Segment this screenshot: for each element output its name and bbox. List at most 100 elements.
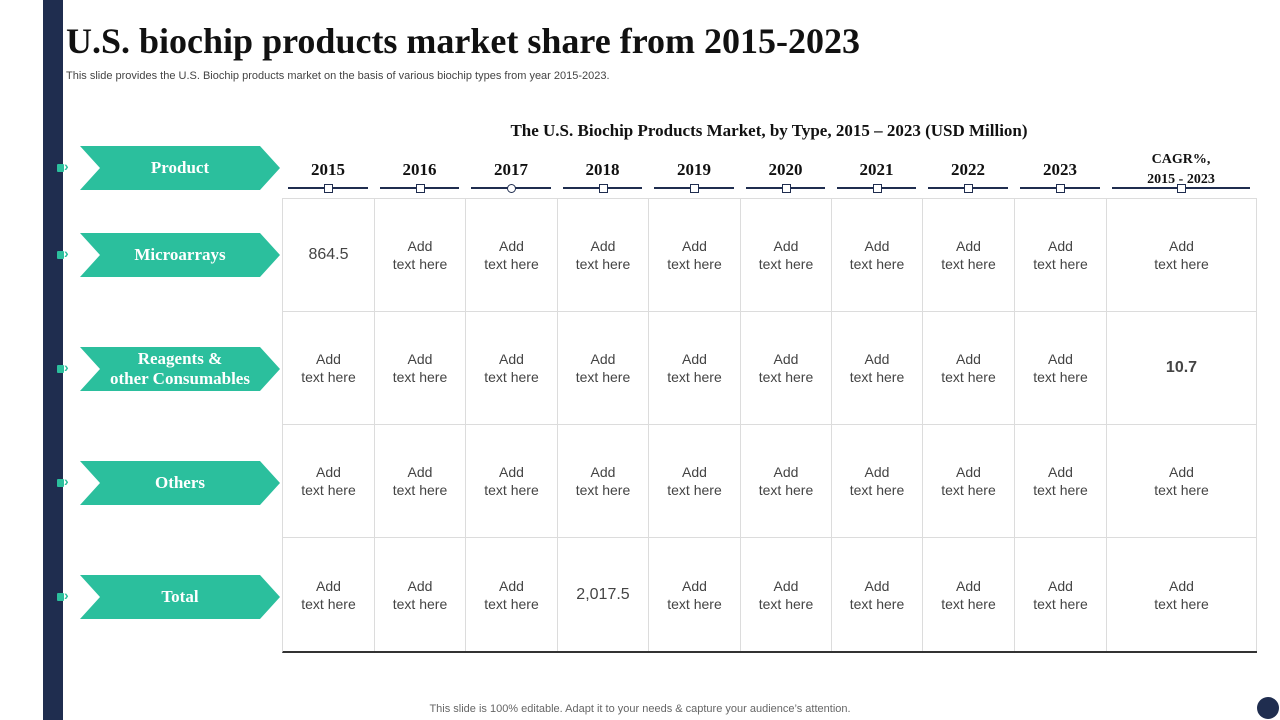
connector-icon: › [57, 245, 77, 262]
year-label: 2023 [1043, 160, 1077, 179]
data-table: 864.5 Add text here Add text here Add text … [282, 198, 1257, 653]
chevron-shape [80, 233, 280, 277]
header-marker-icon [415, 184, 425, 193]
footer-note: This slide is 100% editable. Adapt it to… [429, 703, 851, 715]
header-marker-icon [872, 184, 882, 193]
cagr-header-line1: CAGR%, [1151, 152, 1211, 167]
year-label: 2015 [311, 160, 345, 179]
year-header-2016: 2016 [380, 150, 459, 193]
table-cell: 10.7 [1107, 312, 1257, 425]
year-label: 2018 [585, 160, 620, 179]
table-cell: Add text here [375, 199, 466, 312]
table-title: The U.S. Biochip Products Market, by Typ… [510, 121, 1028, 140]
chevron-shape [80, 347, 280, 391]
table-cell: Add text here [649, 425, 741, 538]
table-row: Add text here Add text here Add text here A… [283, 425, 1257, 538]
table-cell: Add text here [1015, 538, 1107, 651]
table-cell: Add text here [923, 538, 1015, 651]
cagr-header-label: CAGR%, 2015 - 2023 [1112, 150, 1250, 190]
year-header-2022: 2022 [928, 150, 1008, 193]
row-label-3: Total [80, 575, 280, 619]
connector-square [57, 251, 64, 259]
row-label-text: Reagents & other Consumables [110, 349, 250, 388]
connector-square [57, 593, 64, 601]
table-cell: Add text here [466, 425, 558, 538]
table-cell: Add text here [832, 199, 923, 312]
connector-icon: › [57, 587, 77, 604]
year-header-2019: 2019 [654, 150, 734, 193]
table-cell: Add text here [741, 538, 832, 651]
chevron-shape [80, 461, 280, 505]
year-header-2020: 2020 [746, 150, 825, 193]
table-cell: Add text here [741, 425, 832, 538]
table-cell: Add text here [1107, 425, 1257, 538]
table-row: Add text here Add text here Add text here 2… [283, 538, 1257, 651]
table-cell: Add text here [1107, 199, 1257, 312]
connector-square [57, 479, 64, 487]
table-cell: Add text here [558, 425, 649, 538]
chevron-right-icon: › [64, 587, 69, 603]
table-row: 864.5 Add text here Add text here Add text … [283, 199, 1257, 312]
chevron-shape [80, 575, 280, 619]
table-cell: Add text here [649, 312, 741, 425]
year-header-2017: 2017 [471, 150, 551, 193]
chevron-right-icon: › [64, 158, 69, 174]
year-label: 2022 [951, 160, 985, 179]
row-label-1: Reagents & other Consumables [80, 347, 280, 391]
year-header-2015: 2015 [288, 150, 368, 193]
table-cell: Add text here [283, 312, 375, 425]
year-header-2023: 2023 [1020, 150, 1100, 193]
table-cell: Add text here [283, 538, 375, 651]
chevron-shape [80, 146, 280, 190]
table-cell: Add text here [375, 538, 466, 651]
header-marker-icon [1056, 184, 1065, 193]
table-cell: 864.5 [283, 199, 375, 312]
sidebar-bar [43, 0, 63, 720]
chevron-right-icon: › [64, 473, 69, 489]
table-cell: Add text here [466, 312, 558, 425]
year-label: 2017 [494, 160, 528, 179]
header-marker-icon [598, 184, 608, 193]
table-cell: Add text here [923, 425, 1015, 538]
year-header-2018: 2018 [563, 150, 642, 193]
chevron-right-icon: › [64, 245, 69, 261]
connector-square [57, 164, 64, 172]
table-cell: Add text here [832, 312, 923, 425]
header-marker-icon [1177, 184, 1186, 193]
table-cell: Add text here [466, 199, 558, 312]
header-marker-icon [690, 184, 699, 193]
connector-square [57, 365, 64, 373]
table-cell: Add text here [741, 199, 832, 312]
page-subtitle: This slide provides the U.S. Biochip pro… [66, 70, 610, 82]
row-label-text: Microarrays [134, 245, 226, 264]
table-cell: Add text here [923, 199, 1015, 312]
table-cell: Add text here [466, 538, 558, 651]
row-label-2: Others [80, 461, 280, 505]
year-label: 2020 [768, 160, 803, 179]
table-cell: Add text here [832, 425, 923, 538]
table-cell: Add text here [1107, 538, 1257, 651]
corner-dot-icon [1257, 697, 1279, 719]
table-cell: 2,017.5 [558, 538, 649, 651]
year-header-2021: 2021 [837, 150, 916, 193]
cagr-header: CAGR%, 2015 - 2023 [1112, 150, 1250, 193]
table-cell: Add text here [649, 538, 741, 651]
connector-icon: › [57, 359, 77, 376]
table-cell: Add text here [649, 199, 741, 312]
table-cell: Add text here [558, 199, 649, 312]
connector-icon: › [57, 473, 77, 490]
row-label-text: Others [154, 473, 206, 492]
table-cell: Add text here [558, 312, 649, 425]
table-cell: Add text here [375, 312, 466, 425]
row-label-text: Product [150, 158, 210, 177]
chevron-right-icon: › [64, 359, 69, 375]
row-label-product: Product [80, 146, 280, 190]
header-marker-icon [507, 184, 516, 193]
year-label: 2021 [859, 160, 894, 179]
year-label: 2019 [677, 160, 711, 179]
cagr-header-line2: 2015 - 2023 [1147, 172, 1215, 187]
table-cell: Add text here [923, 312, 1015, 425]
table-row: Add text here Add text here Add text here A… [283, 312, 1257, 425]
row-label-0: Microarrays [80, 233, 280, 277]
table-cell: Add text here [1015, 199, 1107, 312]
